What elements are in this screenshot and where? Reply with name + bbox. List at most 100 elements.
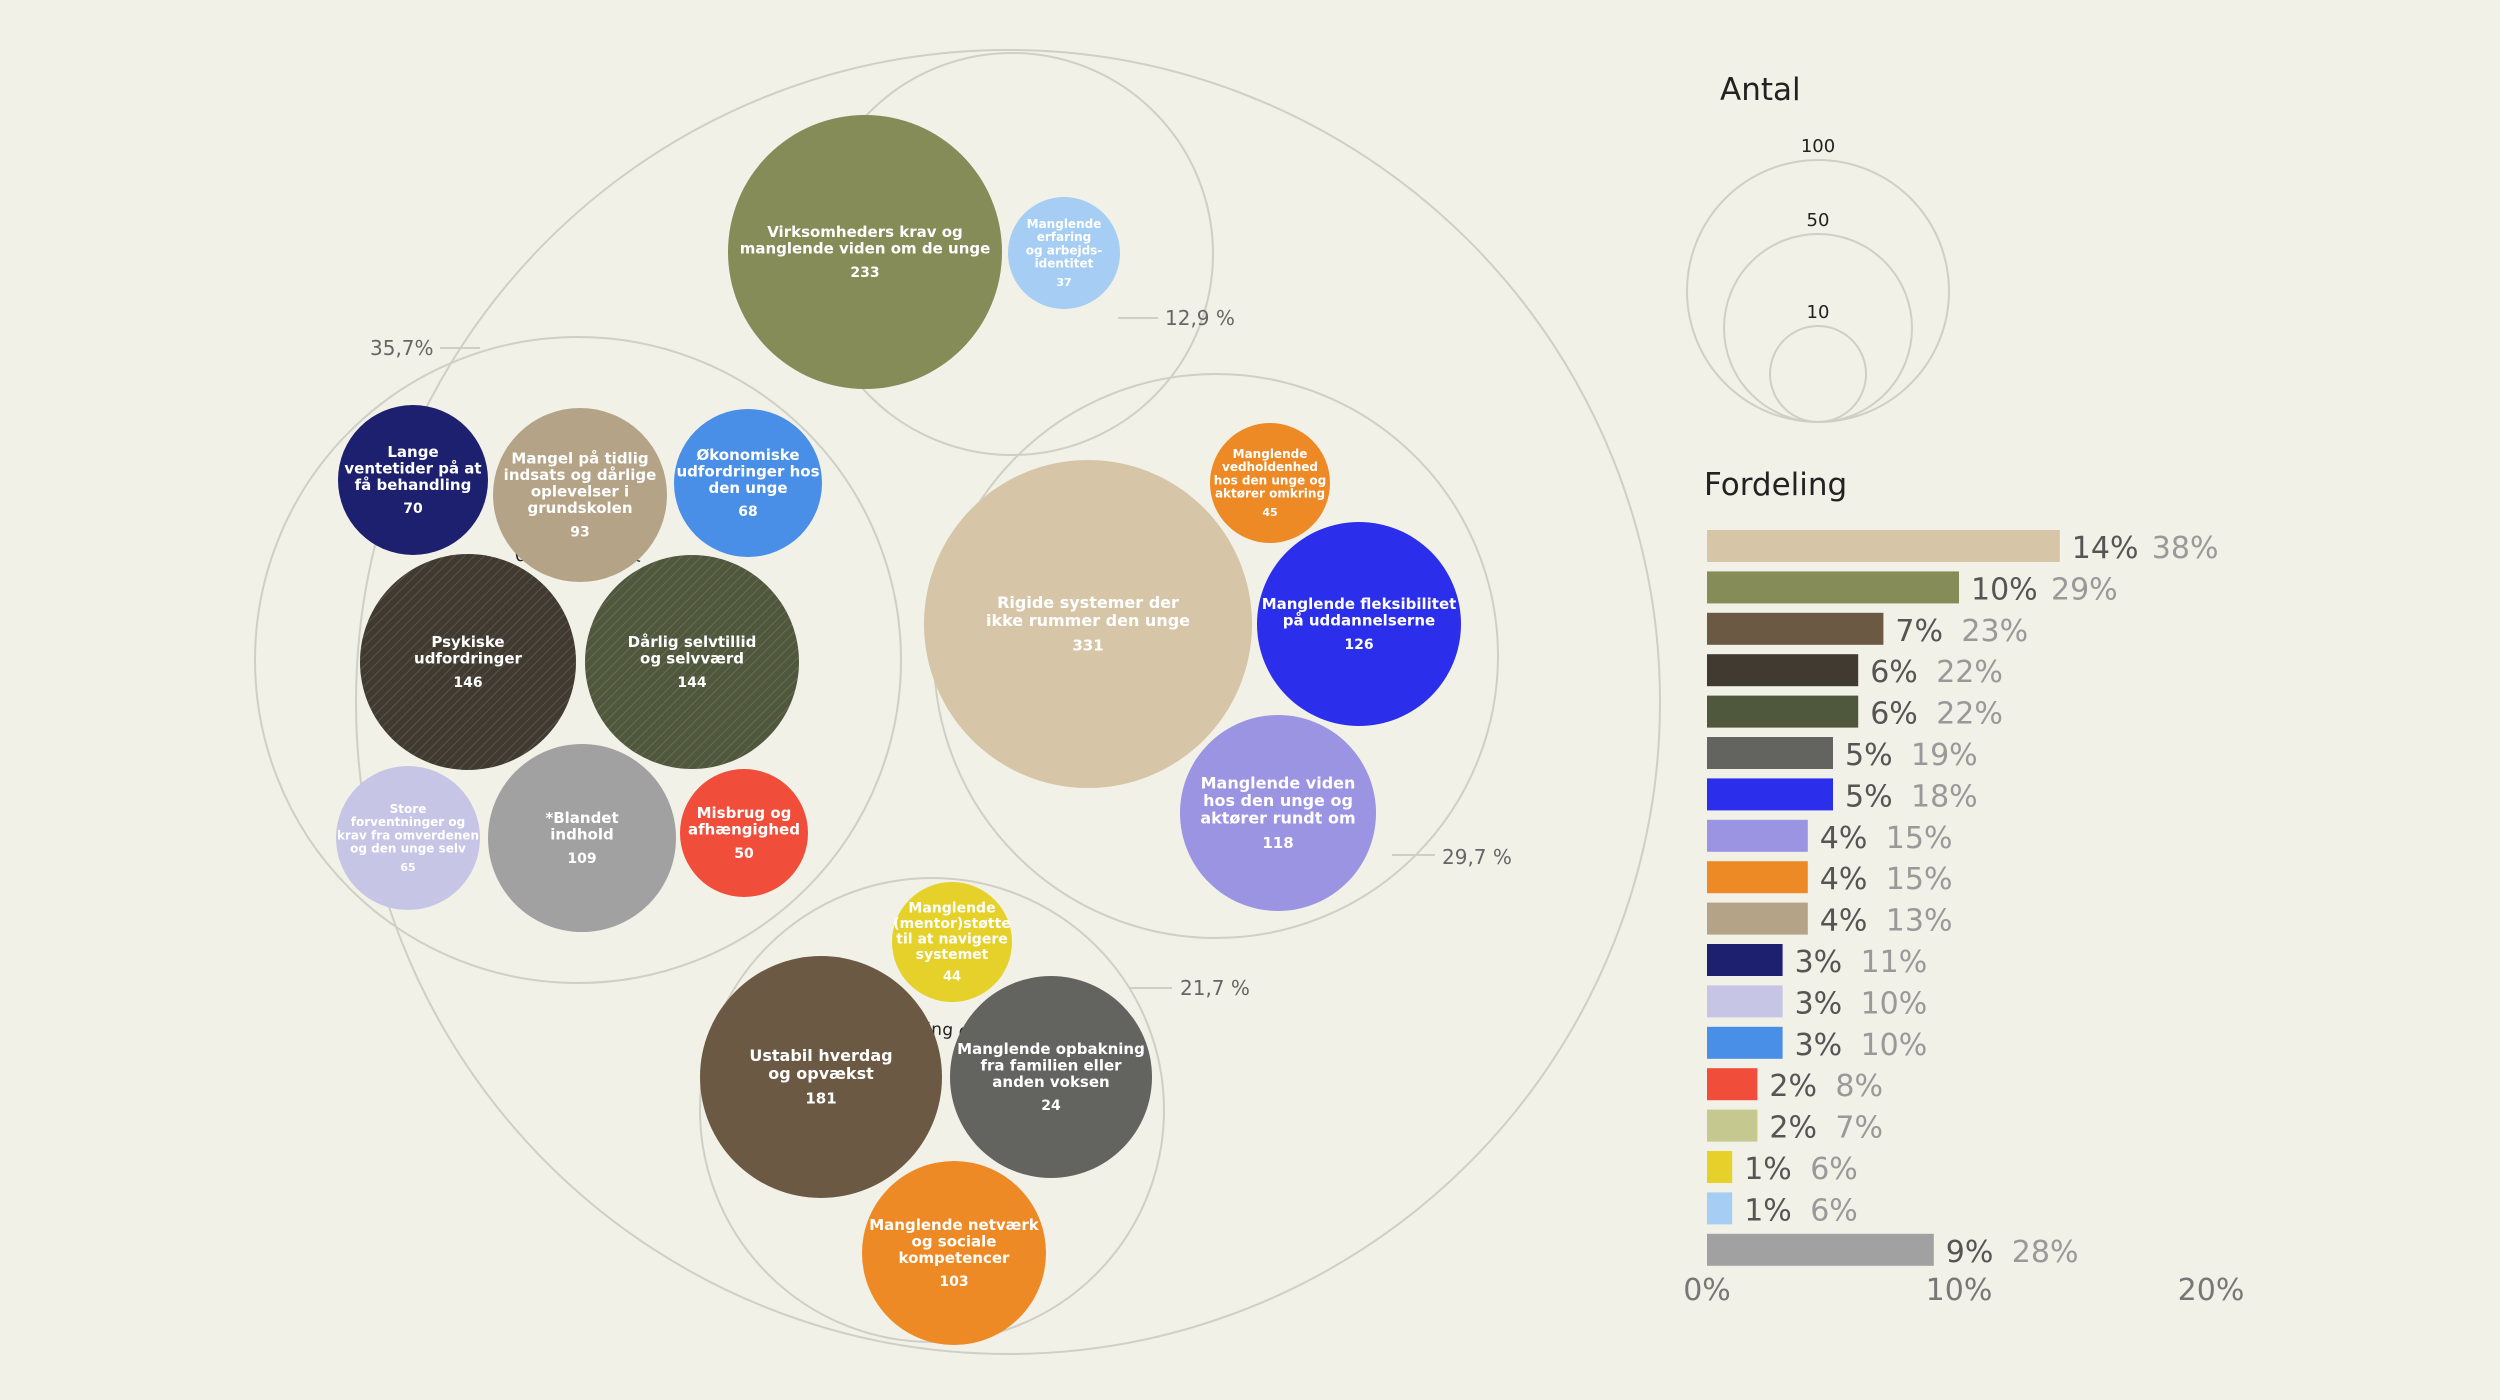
bubble-label-line: hos den unge og (1203, 791, 1353, 810)
bubble-label-line: Manglende fleksibilitet (1262, 595, 1457, 613)
distribution-bar (1707, 1068, 1758, 1101)
bubble-label-line: oplevelser i (531, 483, 629, 501)
bubble-label-line: til at navigere (896, 932, 1007, 948)
bar-pct-secondary: 38% (2152, 531, 2219, 566)
group-share: 29,7 % (1442, 845, 1512, 869)
bubble-hatch (585, 555, 799, 769)
bubble-label-line: aktører omkring (1215, 487, 1325, 501)
bubble-label-line: indsats og dårlige (504, 466, 657, 484)
distribution-row: 1% 6% (1707, 1151, 1858, 1187)
bubble-value: 50 (734, 846, 754, 862)
distribution-axis-tick: 0% (1683, 1273, 1731, 1308)
bar-pct-primary: 4% (1820, 904, 1868, 939)
bubble-circle (1210, 423, 1330, 543)
bubble-value: 68 (738, 504, 757, 520)
bar-pct-primary: 10% (1971, 572, 2038, 607)
distribution-bar (1707, 737, 1833, 769)
bubble-value: 144 (677, 675, 706, 691)
distribution-bar (1707, 861, 1808, 894)
distribution-bars: Fordeling 14% 38% 10% 29% 7% 23% 6% 22% 6% 22% 5% 19… (1683, 467, 2244, 1308)
bubble-circle (700, 956, 942, 1198)
bubble-label-line: og opvækst (768, 1064, 874, 1083)
bubble-label-line: grundskolen (527, 499, 632, 517)
bar-pct-secondary: 11% (1861, 945, 1928, 980)
bar-pct-secondary: 13% (1886, 904, 1953, 939)
bubble-label-line: fra familien eller (980, 1056, 1122, 1074)
bubble-circle (338, 405, 488, 555)
group-share: 21,7 % (1180, 976, 1250, 1000)
distribution-row: 4% 15% (1707, 861, 1952, 897)
distribution-bar (1707, 985, 1783, 1018)
distribution-row: 1% 6% (1707, 1192, 1858, 1228)
bubble-label-line: udfordringer hos (676, 462, 819, 480)
distribution-row: 3% 11% (1707, 944, 1927, 980)
distribution-row: 2% 7% (1707, 1109, 1883, 1146)
bubble-label-line: aktører rundt om (1200, 809, 1355, 828)
bubble-value: 45 (1262, 506, 1277, 519)
bubble-circle (493, 408, 667, 582)
bubble-value: 70 (403, 501, 423, 517)
bubble-value: 118 (1262, 834, 1293, 852)
bar-pct-secondary: 8% (1835, 1069, 1883, 1104)
distribution-row: 2% 8% (1707, 1068, 1883, 1104)
bubble-value: 233 (850, 265, 879, 281)
bubble-label-line: Manglende (1027, 217, 1102, 231)
bubble-value: 331 (1072, 636, 1103, 654)
bar-pct-secondary: 10% (1861, 1028, 1928, 1063)
bar-pct-secondary: 6% (1810, 1193, 1858, 1228)
bubble-label-line: Ustabil hverdag (749, 1046, 892, 1065)
bubble-circle (336, 766, 480, 910)
bar-pct-primary: 9% (1946, 1235, 1994, 1270)
bubble-label-line: Manglende (908, 901, 995, 917)
bubble-label-line: på uddannelserne (1283, 612, 1435, 630)
bubble-label-line: ventetider på at (344, 459, 481, 477)
group-stotte: Støtte omkring den unge21,7 %Manglende(m… (699, 877, 1250, 1345)
distribution-bar (1707, 1151, 1733, 1183)
bubble-label-line: Manglende (1233, 447, 1308, 461)
bubble-circle (728, 115, 1002, 389)
distribution-bar (1707, 654, 1859, 687)
bar-pct-primary: 1% (1744, 1193, 1792, 1228)
bubble-label-line: erfaring (1037, 230, 1092, 244)
distribution-row: 9% 28% (1707, 1233, 2078, 1270)
bubble-label-line: indhold (550, 826, 613, 844)
bar-pct-secondary: 22% (1936, 655, 2003, 690)
group-system: System kompleksitet29,7 %Manglendevedhol… (924, 373, 1512, 939)
bar-pct-secondary: 6% (1810, 1152, 1858, 1187)
distribution-bar (1707, 695, 1859, 728)
bar-pct-primary: 3% (1795, 1028, 1843, 1063)
bubble-label-line: identitet (1035, 257, 1094, 271)
size-legend-circle (1723, 233, 1913, 423)
group-share: 35,7% (370, 336, 434, 360)
bubble-label-line: krav fra omverdenen (337, 828, 479, 842)
size-legend-circle (1686, 159, 1950, 423)
bubble-value: 65 (400, 861, 415, 874)
distribution-bar (1707, 1192, 1733, 1225)
bubble-label-line: den unge (708, 479, 787, 497)
distribution-bar (1707, 778, 1833, 811)
bubble-label-line: og arbejds- (1026, 243, 1103, 257)
bubble-hatch (360, 554, 576, 770)
bar-pct-secondary: 22% (1936, 697, 2003, 732)
bubble-value: 24 (1041, 1098, 1061, 1114)
bubble-value: 109 (567, 851, 596, 867)
size-legend-title: Antal (1720, 72, 1801, 108)
bubble-value: 103 (939, 1274, 968, 1290)
size-legend-value: 10 (1807, 302, 1830, 323)
distribution-axis-tick: 20% (2178, 1273, 2245, 1308)
distribution-row: 6% 22% (1707, 695, 2003, 732)
bubble-circle (1257, 522, 1461, 726)
bubble-circle (1008, 197, 1120, 309)
bubble-label-line: Store (390, 802, 427, 816)
bar-pct-secondary: 19% (1911, 738, 1978, 773)
